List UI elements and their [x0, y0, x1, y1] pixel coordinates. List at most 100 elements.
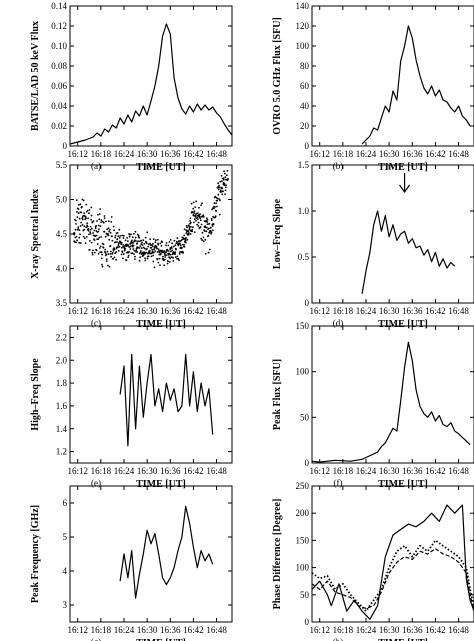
y-tick-label-e: 1.6	[56, 401, 68, 411]
y-axis-label-a: BATSE/LAD 50 keV Flux	[30, 21, 41, 131]
scatter-point	[201, 202, 203, 205]
x-tick-label-a: 16:36	[160, 149, 181, 159]
scatter-point	[172, 260, 175, 262]
scatter-point	[77, 226, 80, 229]
y-tick-label-c: 4.5	[56, 229, 68, 239]
scatter-point	[224, 189, 227, 192]
scatter-point	[192, 201, 195, 204]
scatter-point	[116, 238, 119, 240]
scatter-point	[224, 193, 227, 196]
scatter-point	[107, 227, 110, 230]
scatter-point	[98, 236, 101, 239]
scatter-point	[166, 248, 169, 251]
scatter-point	[115, 251, 118, 253]
scatter-point	[190, 202, 193, 205]
scatter-point	[188, 232, 190, 235]
scatter-point	[168, 261, 171, 263]
y-tick-label-d: 1.0	[298, 206, 310, 216]
scatter-point	[122, 257, 124, 260]
scatter-point	[118, 245, 121, 248]
y-tick-label-e: 2.0	[56, 355, 68, 365]
x-tick-label-b: 16:24	[356, 149, 377, 159]
scatter-point	[151, 250, 154, 253]
x-tick-label-c: 16:30	[137, 306, 158, 316]
scatter-point	[195, 200, 198, 203]
scatter-point	[75, 223, 77, 225]
scatter-point	[90, 241, 93, 244]
scatter-point	[151, 245, 154, 248]
scatter-point	[85, 236, 88, 238]
scatter-point	[151, 248, 154, 251]
scatter-point	[91, 253, 94, 256]
series-line-g-0	[119, 505, 214, 599]
y-tick-label-c: 4.0	[56, 264, 68, 274]
scatter-point	[138, 247, 141, 249]
scatter-point	[156, 251, 159, 253]
scatter-point	[92, 232, 94, 234]
scatter-point	[117, 235, 120, 238]
y-axis-label-f: Peak Flux [SFU]	[272, 359, 283, 430]
scatter-point	[196, 212, 199, 215]
plot-frame-g	[69, 485, 233, 623]
y-tick-label-a: 0.08	[51, 61, 67, 71]
scatter-point	[194, 206, 197, 209]
x-tick-label-b: 16:42	[425, 149, 446, 159]
scatter-point	[213, 207, 215, 210]
scatter-point	[210, 226, 212, 229]
scatter-point	[80, 221, 83, 224]
scatter-point	[124, 239, 127, 242]
scatter-point	[144, 259, 147, 262]
scatter-point	[127, 256, 129, 259]
scatter-point	[217, 193, 220, 196]
scatter-point	[215, 210, 218, 212]
scatter-point	[157, 248, 160, 251]
scatter-point	[164, 256, 167, 258]
x-tick-label-a: 16:18	[91, 149, 112, 159]
y-axis-label-c: X-ray Spectral Index	[30, 189, 41, 279]
scatter-point	[169, 248, 172, 251]
scatter-point	[103, 217, 106, 220]
scatter-point	[165, 242, 168, 244]
scatter-point	[97, 238, 100, 241]
scatter-point	[171, 249, 174, 252]
y-tick-label-c: 5.0	[56, 195, 68, 205]
scatter-point	[109, 245, 112, 247]
scatter-point	[83, 212, 85, 215]
scatter-point	[90, 218, 92, 221]
scatter-point	[219, 199, 221, 202]
plot-frame-d	[311, 164, 474, 304]
scatter-point	[142, 239, 145, 242]
scatter-point	[133, 233, 135, 235]
scatter-point	[99, 225, 102, 228]
y-axis-label-g: Peak Frequency [GHz]	[30, 505, 41, 603]
x-tick-label-g: 16:12	[67, 625, 88, 635]
scatter-point	[218, 186, 221, 189]
scatter-point	[219, 180, 222, 183]
x-tick-label-b: 16:30	[379, 149, 400, 159]
x-tick-label-f: 16:12	[309, 466, 330, 476]
scatter-point	[131, 252, 134, 255]
scatter-point	[119, 235, 122, 237]
scatter-point	[210, 232, 213, 235]
scatter-point	[174, 251, 177, 254]
scatter-point	[199, 213, 202, 216]
scatter-point	[222, 190, 224, 193]
scatter-point	[217, 188, 220, 191]
scatter-point	[140, 247, 143, 250]
scatter-point	[117, 250, 120, 252]
x-tick-label-h: 16:12	[309, 625, 330, 635]
scatter-point	[110, 221, 113, 223]
scatter-point	[145, 242, 148, 245]
scatter-point	[161, 241, 164, 244]
scatter-point	[150, 255, 153, 258]
scatter-point	[138, 252, 141, 255]
scatter-point	[193, 210, 196, 213]
scatter-point	[211, 229, 214, 232]
x-tick-label-f: 16:42	[425, 466, 446, 476]
x-tick-label-h: 16:36	[402, 625, 423, 635]
scatter-point	[133, 249, 136, 252]
scatter-point	[122, 237, 125, 239]
scatter-point	[117, 246, 119, 249]
scatter-point	[131, 236, 134, 239]
scatter-point	[224, 172, 226, 175]
